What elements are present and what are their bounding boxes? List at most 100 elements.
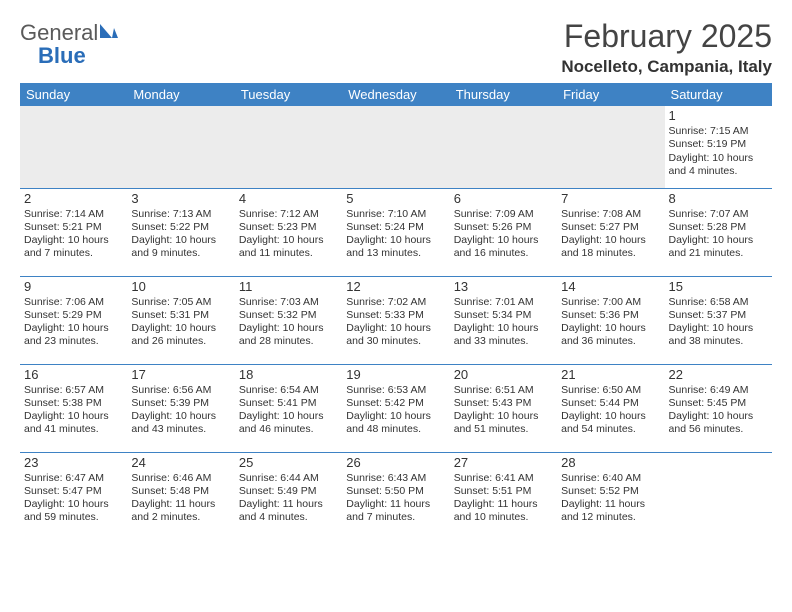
day-number: 20 (454, 367, 553, 383)
sunset-text: Sunset: 5:38 PM (24, 397, 123, 410)
sunset-text: Sunset: 5:51 PM (454, 485, 553, 498)
day-number: 22 (669, 367, 768, 383)
day-number: 1 (669, 108, 768, 124)
sunrise-text: Sunrise: 7:06 AM (24, 296, 123, 309)
day-number: 25 (239, 455, 338, 471)
calendar-day-cell: 1Sunrise: 7:15 AMSunset: 5:19 PMDaylight… (665, 106, 772, 188)
daylight-text: Daylight: 10 hours and 7 minutes. (24, 234, 123, 260)
sunset-text: Sunset: 5:44 PM (561, 397, 660, 410)
day-number: 27 (454, 455, 553, 471)
calendar-day-cell (20, 106, 127, 188)
sunrise-text: Sunrise: 6:50 AM (561, 384, 660, 397)
sunset-text: Sunset: 5:41 PM (239, 397, 338, 410)
daylight-text: Daylight: 10 hours and 13 minutes. (346, 234, 445, 260)
day-number: 21 (561, 367, 660, 383)
calendar-day-cell: 11Sunrise: 7:03 AMSunset: 5:32 PMDayligh… (235, 276, 342, 364)
calendar-day-cell: 20Sunrise: 6:51 AMSunset: 5:43 PMDayligh… (450, 364, 557, 452)
calendar-day-cell: 4Sunrise: 7:12 AMSunset: 5:23 PMDaylight… (235, 188, 342, 276)
sunset-text: Sunset: 5:22 PM (131, 221, 230, 234)
calendar-day-cell: 6Sunrise: 7:09 AMSunset: 5:26 PMDaylight… (450, 188, 557, 276)
sunrise-text: Sunrise: 6:46 AM (131, 472, 230, 485)
sunset-text: Sunset: 5:28 PM (669, 221, 768, 234)
daylight-text: Daylight: 10 hours and 9 minutes. (131, 234, 230, 260)
day-number: 12 (346, 279, 445, 295)
daylight-text: Daylight: 10 hours and 51 minutes. (454, 410, 553, 436)
logo-word1: General (20, 20, 98, 45)
day-number: 7 (561, 191, 660, 207)
day-number: 8 (669, 191, 768, 207)
logo-sail-icon (98, 22, 120, 45)
weekday-wed: Wednesday (342, 83, 449, 106)
daylight-text: Daylight: 10 hours and 59 minutes. (24, 498, 123, 524)
sunset-text: Sunset: 5:21 PM (24, 221, 123, 234)
day-number: 23 (24, 455, 123, 471)
daylight-text: Daylight: 10 hours and 56 minutes. (669, 410, 768, 436)
daylight-text: Daylight: 11 hours and 12 minutes. (561, 498, 660, 524)
day-number: 17 (131, 367, 230, 383)
calendar-week-row: 16Sunrise: 6:57 AMSunset: 5:38 PMDayligh… (20, 364, 772, 452)
sunset-text: Sunset: 5:39 PM (131, 397, 230, 410)
day-number: 10 (131, 279, 230, 295)
sunset-text: Sunset: 5:48 PM (131, 485, 230, 498)
weekday-header-row: Sunday Monday Tuesday Wednesday Thursday… (20, 83, 772, 106)
calendar-week-row: 9Sunrise: 7:06 AMSunset: 5:29 PMDaylight… (20, 276, 772, 364)
calendar-day-cell: 8Sunrise: 7:07 AMSunset: 5:28 PMDaylight… (665, 188, 772, 276)
daylight-text: Daylight: 10 hours and 11 minutes. (239, 234, 338, 260)
sunrise-text: Sunrise: 6:43 AM (346, 472, 445, 485)
calendar-day-cell: 7Sunrise: 7:08 AMSunset: 5:27 PMDaylight… (557, 188, 664, 276)
daylight-text: Daylight: 10 hours and 4 minutes. (669, 152, 768, 178)
calendar-week-row: 1Sunrise: 7:15 AMSunset: 5:19 PMDaylight… (20, 106, 772, 188)
daylight-text: Daylight: 10 hours and 41 minutes. (24, 410, 123, 436)
calendar-day-cell (557, 106, 664, 188)
calendar-day-cell: 23Sunrise: 6:47 AMSunset: 5:47 PMDayligh… (20, 452, 127, 540)
logo: General Blue (20, 22, 120, 68)
daylight-text: Daylight: 10 hours and 21 minutes. (669, 234, 768, 260)
calendar-body: 1Sunrise: 7:15 AMSunset: 5:19 PMDaylight… (20, 106, 772, 540)
sunrise-text: Sunrise: 6:41 AM (454, 472, 553, 485)
calendar-day-cell: 2Sunrise: 7:14 AMSunset: 5:21 PMDaylight… (20, 188, 127, 276)
sunrise-text: Sunrise: 7:10 AM (346, 208, 445, 221)
sunset-text: Sunset: 5:26 PM (454, 221, 553, 234)
calendar-day-cell (342, 106, 449, 188)
calendar-day-cell (665, 452, 772, 540)
sunset-text: Sunset: 5:23 PM (239, 221, 338, 234)
calendar-day-cell (235, 106, 342, 188)
sunrise-text: Sunrise: 7:13 AM (131, 208, 230, 221)
daylight-text: Daylight: 10 hours and 16 minutes. (454, 234, 553, 260)
daylight-text: Daylight: 10 hours and 36 minutes. (561, 322, 660, 348)
calendar-day-cell: 26Sunrise: 6:43 AMSunset: 5:50 PMDayligh… (342, 452, 449, 540)
daylight-text: Daylight: 10 hours and 46 minutes. (239, 410, 338, 436)
location: Nocelleto, Campania, Italy (561, 57, 772, 77)
header: General Blue February 2025 Nocelleto, Ca… (20, 18, 772, 77)
logo-word2: Blue (38, 43, 86, 68)
daylight-text: Daylight: 10 hours and 26 minutes. (131, 322, 230, 348)
calendar-week-row: 23Sunrise: 6:47 AMSunset: 5:47 PMDayligh… (20, 452, 772, 540)
calendar-day-cell: 17Sunrise: 6:56 AMSunset: 5:39 PMDayligh… (127, 364, 234, 452)
sunset-text: Sunset: 5:42 PM (346, 397, 445, 410)
sunset-text: Sunset: 5:50 PM (346, 485, 445, 498)
sunset-text: Sunset: 5:45 PM (669, 397, 768, 410)
sunset-text: Sunset: 5:31 PM (131, 309, 230, 322)
sunrise-text: Sunrise: 7:07 AM (669, 208, 768, 221)
sunset-text: Sunset: 5:37 PM (669, 309, 768, 322)
calendar-day-cell: 10Sunrise: 7:05 AMSunset: 5:31 PMDayligh… (127, 276, 234, 364)
sunrise-text: Sunrise: 7:12 AM (239, 208, 338, 221)
calendar-day-cell (127, 106, 234, 188)
calendar-day-cell: 21Sunrise: 6:50 AMSunset: 5:44 PMDayligh… (557, 364, 664, 452)
calendar-table: Sunday Monday Tuesday Wednesday Thursday… (20, 83, 772, 540)
calendar-day-cell: 25Sunrise: 6:44 AMSunset: 5:49 PMDayligh… (235, 452, 342, 540)
calendar-day-cell: 3Sunrise: 7:13 AMSunset: 5:22 PMDaylight… (127, 188, 234, 276)
calendar-day-cell (450, 106, 557, 188)
sunrise-text: Sunrise: 6:53 AM (346, 384, 445, 397)
sunset-text: Sunset: 5:43 PM (454, 397, 553, 410)
calendar-day-cell: 15Sunrise: 6:58 AMSunset: 5:37 PMDayligh… (665, 276, 772, 364)
daylight-text: Daylight: 10 hours and 28 minutes. (239, 322, 338, 348)
sunrise-text: Sunrise: 7:00 AM (561, 296, 660, 309)
daylight-text: Daylight: 10 hours and 43 minutes. (131, 410, 230, 436)
sunrise-text: Sunrise: 6:44 AM (239, 472, 338, 485)
daylight-text: Daylight: 10 hours and 23 minutes. (24, 322, 123, 348)
sunrise-text: Sunrise: 6:51 AM (454, 384, 553, 397)
sunrise-text: Sunrise: 7:15 AM (669, 125, 768, 138)
calendar-week-row: 2Sunrise: 7:14 AMSunset: 5:21 PMDaylight… (20, 188, 772, 276)
weekday-sun: Sunday (20, 83, 127, 106)
